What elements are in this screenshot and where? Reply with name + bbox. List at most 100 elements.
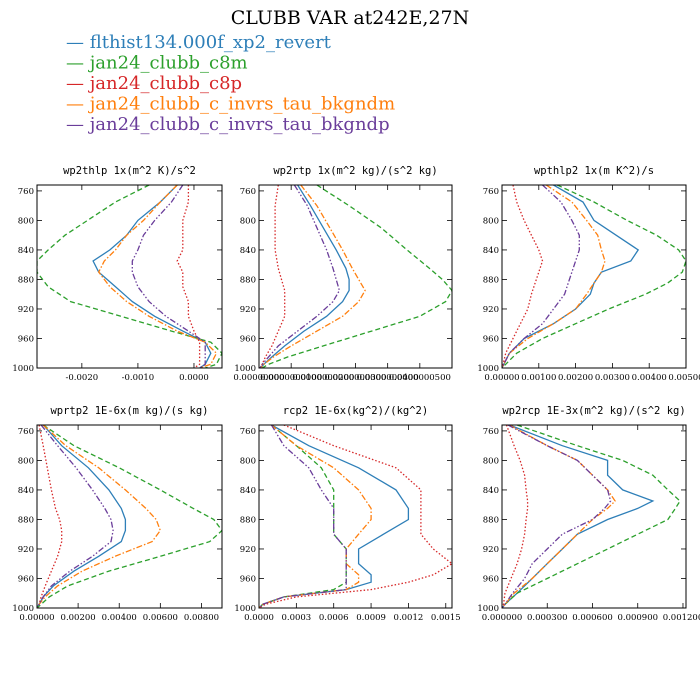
series-line bbox=[92, 185, 212, 368]
y-tick-label: 880 bbox=[18, 515, 34, 525]
y-tick-label: 760 bbox=[240, 427, 256, 437]
plot-frame bbox=[501, 184, 687, 369]
x-tick-label: 0.000600 bbox=[572, 613, 613, 623]
y-tick-label: 880 bbox=[240, 275, 256, 285]
x-tick-label: 0.001200 bbox=[663, 613, 700, 623]
series-line bbox=[261, 185, 452, 368]
y-tick-label: 840 bbox=[240, 486, 256, 496]
y-tick-label: 880 bbox=[18, 275, 34, 285]
series-line bbox=[37, 425, 222, 608]
panels: wp2thlp 1x(m^2 K)/s^2 760 800 840 880 920 960 1… bbox=[12, 165, 700, 623]
y-tick-label: 760 bbox=[483, 427, 499, 437]
plot-frame bbox=[36, 184, 223, 369]
series-line bbox=[260, 185, 350, 368]
x-tick-label: 0.0000 bbox=[244, 613, 274, 623]
series-line bbox=[259, 425, 347, 608]
series-line bbox=[259, 425, 372, 608]
figure-title: CLUBB VAR at242E,27N bbox=[231, 7, 470, 29]
x-tick-label: 0.00400 bbox=[102, 613, 137, 623]
series-line bbox=[502, 185, 544, 368]
y-tick-label: 880 bbox=[240, 515, 256, 525]
y-tick-label: 920 bbox=[240, 545, 256, 555]
y-tick-label: 840 bbox=[483, 486, 499, 496]
x-tick-label: 0.00200 bbox=[61, 613, 96, 623]
y-tick-label: 840 bbox=[18, 246, 34, 256]
y-tick-label: 800 bbox=[483, 216, 499, 226]
x-tick-label: 0.0015 bbox=[431, 613, 461, 623]
y-tick-label: 1000 bbox=[477, 604, 499, 614]
series-line bbox=[37, 425, 114, 608]
y-tick-label: 840 bbox=[483, 246, 499, 256]
y-tick-label: 760 bbox=[18, 427, 34, 437]
x-tick-label: 0.0000000300 bbox=[324, 373, 386, 383]
x-tick-label: 0.0003 bbox=[281, 613, 311, 623]
x-tick-label: 0.0012 bbox=[394, 613, 424, 623]
plot-frame bbox=[258, 184, 453, 369]
x-tick-label: 0.00800 bbox=[184, 613, 219, 623]
y-tick-label: 1000 bbox=[12, 604, 34, 614]
x-tick-label: 0.0000 bbox=[179, 373, 209, 383]
x-tick-label: 0.0000000100 bbox=[260, 373, 322, 383]
legend-item: — jan24_clubb_c_invrs_tau_bkgndm bbox=[66, 94, 395, 115]
panel: rcp2 1E-6x(kg^2)/(kg^2) 760 800 840 880 920 96… bbox=[234, 405, 460, 623]
y-tick-label: 760 bbox=[483, 187, 499, 197]
series-line bbox=[37, 185, 222, 368]
y-tick-label: 920 bbox=[240, 305, 256, 315]
series-line bbox=[131, 185, 206, 368]
panel-title: wp2rcp 1E-3x(m^2 kg)/(s^2 kg) bbox=[502, 405, 685, 417]
y-tick-label: 840 bbox=[18, 486, 34, 496]
series-line bbox=[37, 425, 63, 608]
plot-frame bbox=[501, 424, 687, 609]
x-tick-label: 0.00000000 bbox=[233, 373, 284, 383]
legend-item: — jan24_clubb_c_invrs_tau_bkgndp bbox=[66, 114, 390, 135]
series-line bbox=[502, 185, 580, 368]
y-tick-label: 960 bbox=[18, 334, 34, 344]
y-tick-label: 1000 bbox=[12, 364, 34, 374]
panel-title: wprtp2 1E-6x(m kg)/(s kg) bbox=[50, 405, 208, 417]
y-tick-label: 800 bbox=[18, 456, 34, 466]
y-tick-label: 960 bbox=[483, 574, 499, 584]
x-tick-label: 0.000000 bbox=[482, 613, 523, 623]
series-line bbox=[259, 185, 341, 368]
x-tick-label: 0.000900 bbox=[617, 613, 658, 623]
x-tick-label: 0.00300 bbox=[595, 373, 630, 383]
series-line bbox=[502, 425, 529, 608]
y-tick-label: 920 bbox=[18, 305, 34, 315]
series-line bbox=[259, 185, 286, 368]
x-tick-label: 0.00000 bbox=[484, 373, 519, 383]
x-tick-label: -0.0010 bbox=[122, 373, 155, 383]
y-tick-label: 1000 bbox=[234, 364, 256, 374]
y-tick-label: 760 bbox=[18, 187, 34, 197]
y-tick-label: 1000 bbox=[477, 364, 499, 374]
panel: wp2rcp 1E-3x(m^2 kg)/(s^2 kg)760 800 840 88… bbox=[477, 405, 700, 623]
legend-item: — jan24_clubb_c8m bbox=[66, 53, 248, 74]
panel-title: rcp2 1E-6x(kg^2)/(kg^2) bbox=[283, 405, 428, 417]
x-tick-label: 0.000300 bbox=[527, 613, 568, 623]
panel: wp2thlp 1x(m^2 K)/s^2 760 800 840 880 920 960 1… bbox=[12, 165, 223, 383]
x-tick-label: 0.00400 bbox=[632, 373, 667, 383]
y-tick-label: 960 bbox=[483, 334, 499, 344]
series-line bbox=[37, 425, 127, 608]
y-tick-label: 1000 bbox=[234, 604, 256, 614]
y-tick-label: 760 bbox=[240, 187, 256, 197]
x-tick-label: 0.00600 bbox=[143, 613, 178, 623]
x-tick-label: 0.0000000500 bbox=[389, 373, 451, 383]
x-tick-label: 0.0000000400 bbox=[357, 373, 419, 383]
x-tick-label: 0.00200 bbox=[558, 373, 593, 383]
series-line bbox=[502, 425, 616, 608]
plot-frame bbox=[258, 424, 453, 609]
series-line bbox=[37, 425, 162, 608]
legend: — flthist134.000f_xp2_revert— jan24_club… bbox=[66, 32, 395, 135]
series-line bbox=[502, 425, 681, 608]
y-tick-label: 920 bbox=[18, 545, 34, 555]
y-tick-label: 800 bbox=[483, 456, 499, 466]
x-tick-label: 0.0006 bbox=[319, 613, 349, 623]
panel-title: wpthlp2 1x(m K^2)/s bbox=[534, 165, 654, 177]
panel-title: wp2thlp 1x(m^2 K)/s^2 bbox=[63, 165, 196, 177]
y-tick-label: 920 bbox=[483, 305, 499, 315]
panel: wp2rtp 1x(m^2 kg)/(s^2 kg) 760 800 840 880 92… bbox=[233, 165, 453, 383]
y-tick-label: 800 bbox=[240, 216, 256, 226]
y-tick-label: 920 bbox=[483, 545, 499, 555]
panel: wpthlp2 1x(m K^2)/s 760 800 840 880 920 960 100… bbox=[477, 165, 700, 383]
